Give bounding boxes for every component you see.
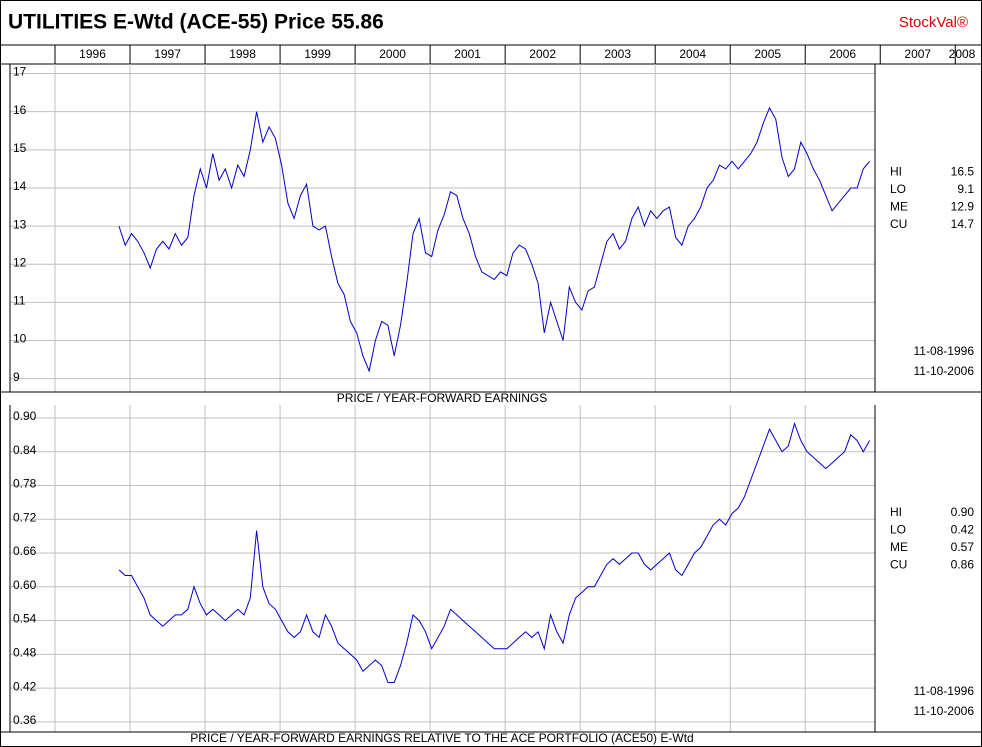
y-tick-label: 15 (13, 141, 27, 155)
y-tick-label: 0.84 (13, 443, 37, 457)
y-tick-label: 10 (13, 332, 27, 346)
x-tick-label: 2001 (454, 47, 481, 61)
stat-value: 0.90 (951, 505, 975, 519)
x-tick-label: 2005 (754, 47, 781, 61)
y-tick-label: 0.90 (13, 409, 37, 423)
x-tick-label: 1997 (154, 47, 181, 61)
x-tick-label: 2002 (529, 47, 556, 61)
stat-label: LO (890, 523, 906, 537)
y-tick-label: 9 (13, 370, 20, 384)
y-tick-label: 0.54 (13, 612, 37, 626)
y-tick-label: 14 (13, 179, 27, 193)
stat-label: HI (890, 505, 902, 519)
x-tick-label: 2007 (904, 47, 931, 61)
y-tick-label: 0.60 (13, 578, 37, 592)
stat-label: CU (890, 217, 907, 231)
end-date: 11-10-2006 (914, 364, 975, 378)
stat-label: CU (890, 558, 907, 572)
stat-value: 9.1 (957, 182, 974, 196)
brand: StockVal® (899, 14, 968, 31)
stat-value: 12.9 (951, 199, 975, 213)
x-tick-label: 1996 (79, 47, 106, 61)
stat-label: ME (890, 199, 908, 213)
y-tick-label: 0.72 (13, 510, 37, 524)
chart-title: UTILITIES E-Wtd (ACE-55) Price 55.86 (8, 11, 384, 34)
x-axis-label: PRICE / YEAR-FORWARD EARNINGS RELATIVE T… (190, 731, 693, 745)
y-tick-label: 0.66 (13, 544, 37, 558)
x-tick-label: 2006 (829, 47, 856, 61)
series-line (118, 421, 871, 683)
y-tick-label: 16 (13, 103, 27, 117)
x-tick-label: 1999 (304, 47, 331, 61)
y-tick-label: 17 (13, 65, 27, 79)
start-date: 11-08-1996 (914, 684, 975, 698)
y-tick-label: 12 (13, 255, 27, 269)
series-line (118, 106, 870, 373)
x-tick-label: 2003 (604, 47, 631, 61)
stat-label: ME (890, 540, 908, 554)
stat-value: 16.5 (951, 164, 975, 178)
stat-value: 14.7 (951, 217, 975, 231)
x-tick-label: 1998 (229, 47, 256, 61)
stat-value: 0.42 (951, 523, 975, 537)
y-tick-label: 0.78 (13, 477, 37, 491)
y-tick-label: 13 (13, 217, 27, 231)
y-tick-label: 0.36 (13, 713, 37, 727)
x-axis-label: PRICE / YEAR-FORWARD EARNINGS (337, 391, 547, 405)
y-tick-label: 0.42 (13, 679, 37, 693)
stat-label: LO (890, 182, 906, 196)
x-tick-label: 2000 (379, 47, 406, 61)
y-tick-label: 11 (13, 294, 26, 308)
end-date: 11-10-2006 (914, 704, 975, 718)
stat-value: 0.86 (951, 558, 975, 572)
x-tick-label: 2008 (949, 47, 976, 61)
start-date: 11-08-1996 (914, 344, 975, 358)
x-tick-label: 2004 (679, 47, 706, 61)
stat-label: HI (890, 164, 902, 178)
y-tick-label: 0.48 (13, 646, 37, 660)
stat-value: 0.57 (951, 540, 975, 554)
